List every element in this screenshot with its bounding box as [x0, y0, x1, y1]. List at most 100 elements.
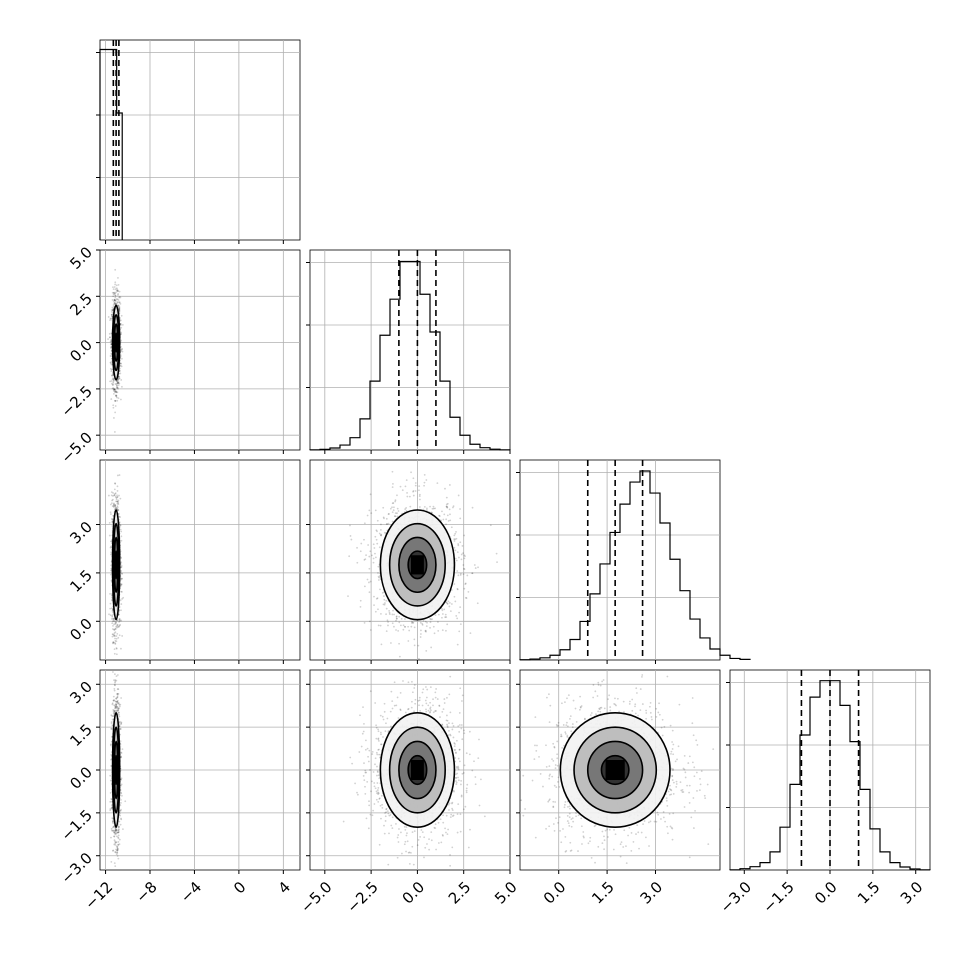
sample-point	[368, 567, 371, 570]
sample-point	[120, 556, 123, 559]
sample-point	[118, 723, 121, 726]
sample-point	[114, 700, 117, 703]
sample-point	[113, 299, 116, 302]
sample-point	[112, 695, 115, 698]
sample-point	[115, 383, 118, 385]
sample-point	[120, 723, 123, 725]
sample-point	[117, 688, 120, 691]
sample-point	[119, 728, 122, 730]
sample-point	[113, 839, 116, 842]
sample-point	[115, 640, 118, 643]
sample-point	[113, 679, 115, 682]
sample-point	[116, 502, 119, 505]
sample-point	[113, 684, 116, 686]
sample-point	[114, 294, 117, 297]
sample-point	[463, 534, 466, 537]
sample-point	[116, 396, 118, 399]
sample-point	[112, 849, 114, 852]
sample-point	[114, 292, 117, 295]
sample-point	[121, 572, 124, 575]
sample-point	[411, 620, 413, 623]
sample-point	[113, 709, 116, 712]
sample-point	[120, 572, 123, 575]
sample-point	[113, 388, 115, 391]
sample-point	[109, 317, 112, 320]
sample-point	[110, 513, 112, 515]
sample-point	[112, 641, 115, 644]
sample-point	[120, 777, 123, 780]
sample-point	[116, 619, 119, 622]
sample-point	[429, 505, 431, 508]
sample-point	[113, 502, 115, 505]
scatter-panel-1-2	[306, 459, 511, 664]
sample-point	[117, 826, 120, 829]
sample-point	[387, 624, 389, 627]
sample-point	[380, 612, 382, 615]
sample-point	[395, 617, 398, 620]
sample-point	[454, 538, 457, 541]
sample-point	[387, 522, 390, 525]
sample-point	[112, 377, 114, 379]
sample-point	[120, 365, 123, 368]
sample-point	[117, 843, 120, 846]
sample-point	[423, 481, 426, 484]
sample-point	[117, 382, 120, 385]
sample-point	[112, 820, 114, 822]
sample-point	[120, 583, 123, 586]
sample-point	[117, 304, 120, 307]
sample-point	[113, 286, 116, 288]
sample-point	[113, 628, 115, 631]
sample-point	[111, 374, 113, 377]
sample-point	[112, 304, 115, 306]
sample-point	[116, 702, 119, 705]
sample-point	[116, 288, 119, 291]
sample-point	[118, 494, 120, 497]
sample-point	[437, 629, 440, 632]
sample-point	[111, 622, 114, 625]
sample-point	[121, 348, 123, 351]
y-tick-label: 3.0	[66, 678, 96, 708]
sample-point	[116, 380, 118, 383]
sample-point	[114, 622, 117, 625]
sample-point	[121, 350, 124, 353]
sample-point	[118, 474, 121, 476]
sample-point	[120, 609, 122, 612]
sample-point	[116, 693, 118, 695]
sample-point	[120, 530, 123, 533]
sample-point	[116, 706, 119, 709]
sample-point	[117, 277, 119, 279]
sample-point	[368, 581, 370, 584]
sample-point	[116, 632, 119, 635]
sample-point	[117, 626, 120, 629]
sample-point	[115, 653, 118, 656]
sample-point	[114, 411, 117, 414]
sample-point	[115, 291, 117, 294]
sample-point	[114, 705, 116, 707]
sample-point	[114, 383, 117, 385]
sample-point	[114, 705, 117, 708]
density-peak	[115, 555, 117, 575]
y-tick-label: −5.0	[58, 428, 96, 466]
sample-point	[446, 506, 449, 509]
sample-point	[115, 841, 117, 844]
sample-point	[394, 500, 397, 503]
sample-point	[394, 499, 397, 502]
sample-point	[111, 502, 113, 505]
sample-point	[116, 494, 118, 497]
sample-point	[429, 621, 432, 624]
y-tick-label: 0.0	[66, 615, 96, 645]
sample-point	[117, 292, 120, 295]
axes-frame	[99, 459, 301, 661]
sample-point	[385, 523, 388, 525]
sample-point	[429, 617, 432, 620]
sample-point	[112, 504, 115, 507]
sample-point	[120, 326, 123, 329]
sample-point	[111, 620, 114, 623]
sample-point	[111, 718, 114, 721]
sample-point	[118, 618, 121, 620]
sample-point	[454, 532, 457, 535]
sample-point	[115, 395, 118, 398]
sample-point	[115, 830, 117, 833]
sample-point	[114, 400, 117, 402]
